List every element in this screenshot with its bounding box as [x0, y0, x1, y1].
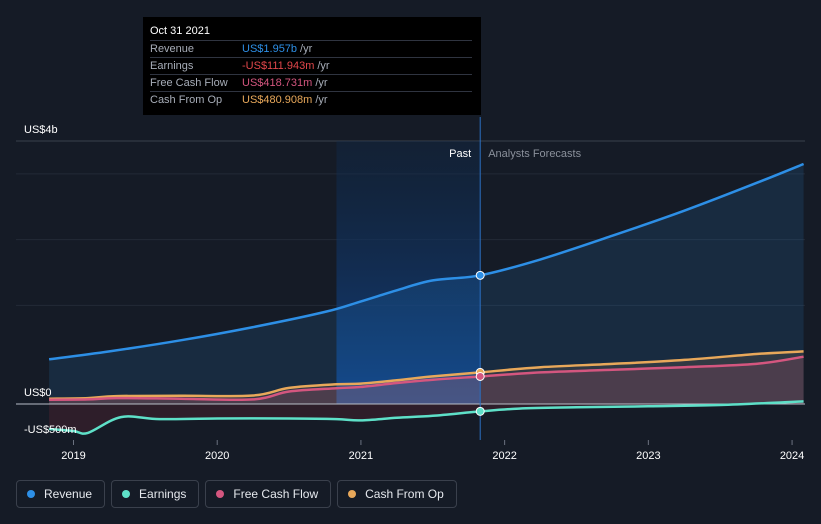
tooltip-row-cash-from-op: Cash From Op US$480.908m /yr — [150, 91, 472, 108]
tooltip-value: US$1.957b — [242, 43, 298, 55]
legend-label: Cash From Op — [365, 487, 444, 501]
tooltip-label: Revenue — [150, 43, 195, 55]
data-tooltip: Oct 31 2021 Revenue US$1.957b /yr Earnin… — [143, 17, 481, 115]
x-tick-label: 2019 — [61, 450, 85, 462]
line-free-cash-flow — [49, 355, 804, 402]
x-tick-label: 2023 — [636, 450, 660, 462]
legend-item-earnings[interactable]: Earnings — [111, 480, 200, 508]
legend-dot-icon — [27, 490, 35, 498]
marker-earnings — [475, 406, 485, 416]
line-earnings — [49, 400, 804, 435]
tooltip-row-revenue: Revenue US$1.957b /yr — [150, 40, 472, 57]
legend-label: Free Cash Flow — [233, 487, 319, 501]
tooltip-unit: /yr — [300, 43, 313, 55]
x-tick-label: 2020 — [205, 450, 229, 462]
legend-dot-icon — [348, 490, 357, 498]
tooltip-unit: /yr — [315, 77, 328, 89]
area-revenue — [49, 164, 804, 404]
series-lines — [48, 162, 805, 435]
chart-legend: Revenue Earnings Free Cash Flow Cash Fro… — [16, 480, 457, 508]
hover-markers — [475, 270, 485, 416]
legend-item-cash-from-op[interactable]: Cash From Op — [337, 480, 457, 508]
x-axis-ticks: 2019 2020 2021 2022 2023 2024 — [61, 440, 804, 462]
tooltip-value: -US$111.943m — [242, 60, 315, 72]
x-tick-label: 2024 — [780, 450, 804, 462]
line-cash-from-op — [49, 350, 804, 400]
tooltip-label: Cash From Op — [150, 94, 223, 106]
marker-free-cash-flow — [475, 371, 485, 381]
legend-item-revenue[interactable]: Revenue — [16, 480, 106, 508]
tooltip-date: Oct 31 2021 — [150, 25, 210, 37]
forecast-region-label: Analysts Forecasts — [488, 148, 581, 160]
tooltip-value: US$418.731m — [242, 77, 313, 89]
marker-revenue — [475, 270, 485, 280]
tooltip-label: Earnings — [150, 60, 194, 72]
tooltip-label: Free Cash Flow — [150, 77, 228, 89]
tooltip-unit: /yr — [315, 94, 328, 106]
tooltip-row-free-cash-flow: Free Cash Flow US$418.731m /yr — [150, 74, 472, 91]
line-revenue — [48, 162, 805, 361]
past-highlight-region — [336, 141, 481, 404]
tooltip-value: US$480.908m — [242, 94, 313, 106]
chart-area: US$4b US$0 -US$500m Past Analysts Foreca… — [16, 117, 805, 462]
x-tick-label: 2021 — [349, 450, 373, 462]
tooltip-row-earnings: Earnings -US$111.943m /yr — [150, 57, 472, 74]
y-tick-label-zero: US$0 — [24, 387, 52, 399]
legend-item-free-cash-flow[interactable]: Free Cash Flow — [205, 480, 332, 508]
x-tick-label: 2022 — [492, 450, 516, 462]
legend-dot-icon — [122, 490, 131, 498]
legend-dot-icon — [216, 490, 225, 498]
y-tick-label-top: US$4b — [24, 124, 58, 136]
legend-label: Earnings — [139, 487, 187, 501]
y-tick-label-negative: -US$500m — [24, 424, 77, 436]
area-earnings — [49, 401, 804, 434]
past-region-label: Past — [449, 148, 471, 160]
tooltip-unit: /yr — [317, 60, 330, 72]
legend-label: Revenue — [44, 487, 93, 501]
